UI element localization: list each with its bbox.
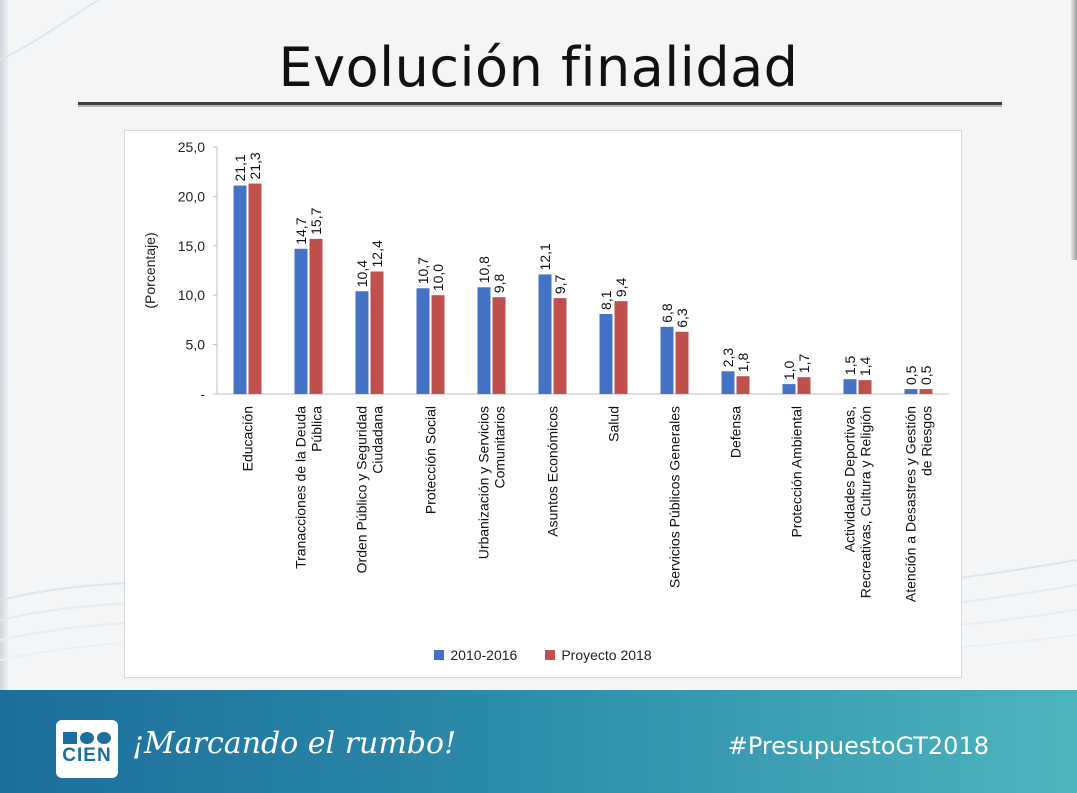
logo-shapes-icon <box>63 732 111 744</box>
bar-value-label: 6,8 <box>659 303 675 323</box>
bar-value-label: 10,8 <box>476 256 492 283</box>
legend-swatch-2010-2016 <box>434 650 445 660</box>
bar-value-label: 2,3 <box>720 348 736 368</box>
category-label: Actividades Deportivas, <box>842 406 858 552</box>
bar-value-label: 0,5 <box>903 365 919 385</box>
category-label: Comunitarios <box>492 406 508 488</box>
bar-2010-2016 <box>233 185 247 394</box>
bar-value-label: 9,4 <box>613 277 629 297</box>
y-tick-label: 25,0 <box>178 139 205 155</box>
category-label: Salud <box>606 406 622 442</box>
logo-text: CIEN <box>62 745 112 766</box>
y-axis-title: (Porcentaje) <box>142 232 158 308</box>
category-label: Asuntos Económicos <box>545 406 561 537</box>
bar-proyecto-2018 <box>675 331 689 394</box>
category-label: Educación <box>240 406 256 471</box>
bar-value-label: 21,1 <box>232 154 248 181</box>
bar-proyecto-2018 <box>248 183 262 394</box>
y-axis: - 5,0 10,0 15,0 20,0 25,0 (Porcentaje) <box>142 139 949 402</box>
bar-2010-2016 <box>599 313 613 394</box>
bar-value-label: 10,7 <box>415 257 431 284</box>
category-label: de Riesgos <box>919 406 935 476</box>
bar-value-label: 12,4 <box>369 240 385 267</box>
bar-value-label: 1,0 <box>781 360 797 380</box>
slide-right-edge <box>1071 0 1077 260</box>
y-tick-label: 5,0 <box>186 337 206 353</box>
bar-proyecto-2018 <box>736 376 750 394</box>
bar-2010-2016 <box>355 291 369 394</box>
bar-chart: - 5,0 10,0 15,0 20,0 25,0 (Porcentaje) 21,1 21,… <box>142 139 949 602</box>
bar-value-label: 10,0 <box>430 264 446 291</box>
y-tick-label: 20,0 <box>178 188 205 204</box>
bar-value-label: 6,3 <box>674 308 690 328</box>
bar-value-label: 9,8 <box>491 274 507 294</box>
title-underline-shadow <box>78 105 1002 107</box>
category-label: Protección Ambiental <box>789 406 805 538</box>
legend-item-2010-2016: 2010-2016 <box>434 647 517 663</box>
footer-bar: CIEN ¡Marcando el rumbo! #PresupuestoGT2… <box>0 690 1077 793</box>
bar-value-label: 14,7 <box>293 217 309 244</box>
bars <box>233 183 933 394</box>
bar-2010-2016 <box>721 371 735 394</box>
chart-panel: - 5,0 10,0 15,0 20,0 25,0 (Porcentaje) 21,1 21,… <box>124 130 962 678</box>
bar-value-label: 1,8 <box>735 353 751 373</box>
bar-value-label: 8,1 <box>598 290 614 310</box>
slide-left-edge <box>0 0 8 690</box>
bar-2010-2016 <box>294 248 308 394</box>
category-label: Tranacciones de la Deuda <box>293 406 309 569</box>
bar-2010-2016 <box>416 288 430 394</box>
cien-logo: CIEN <box>56 720 118 778</box>
bar-proyecto-2018 <box>797 377 811 394</box>
category-labels: Educación Tranacciones de la Deuda Pública… <box>240 406 935 602</box>
bar-proyecto-2018 <box>370 271 384 394</box>
y-tick-label: - <box>200 386 205 402</box>
bar-proyecto-2018 <box>858 380 872 394</box>
footer-slogan: ¡Marcando el rumbo! <box>132 726 457 761</box>
legend-swatch-proyecto-2018 <box>545 650 556 660</box>
bar-value-label: 10,4 <box>354 260 370 287</box>
bar-2010-2016 <box>904 389 918 394</box>
title-underline <box>78 102 1002 105</box>
bar-2010-2016 <box>660 326 674 394</box>
bar-2010-2016 <box>538 274 552 394</box>
y-tick-label: 10,0 <box>178 287 205 303</box>
bar-value-label: 12,1 <box>537 243 553 270</box>
bar-value-label: 15,7 <box>308 207 324 234</box>
bar-proyecto-2018 <box>614 301 628 394</box>
category-label: Orden Público y Seguridad <box>354 406 370 573</box>
bar-2010-2016 <box>843 379 857 394</box>
bar-value-label: 9,7 <box>552 274 568 294</box>
category-label: Atención a Desastres y Gestión <box>903 406 919 602</box>
bar-value-label: 0,5 <box>918 365 934 385</box>
slide-title: Evolución finalidad <box>278 36 799 99</box>
bar-value-label: 1,4 <box>857 356 873 376</box>
footer-hashtag: #PresupuestoGT2018 <box>727 732 989 760</box>
legend-item-proyecto-2018: Proyecto 2018 <box>545 647 652 663</box>
bar-value-label: 1,5 <box>842 356 858 376</box>
category-label: Defensa <box>728 406 744 458</box>
bar-proyecto-2018 <box>492 297 506 394</box>
legend-label-2010-2016: 2010-2016 <box>450 647 518 663</box>
legend-label-proyecto-2018: Proyecto 2018 <box>561 647 652 663</box>
bar-proyecto-2018 <box>309 238 323 394</box>
bar-value-label: 21,3 <box>247 152 263 179</box>
category-label: Servicios Públicos Generales <box>667 406 683 588</box>
category-label: Urbanización y Servicios <box>476 406 492 559</box>
category-label: Recreativas, Cultura y Religión <box>858 406 874 598</box>
category-label: Pública <box>309 406 325 452</box>
bar-value-label: 1,7 <box>796 354 812 374</box>
bar-proyecto-2018 <box>431 295 445 394</box>
data-labels: 21,1 21,3 14,7 15,7 10,412,4 10,7 10,0 10,89,8 1… <box>232 152 934 385</box>
y-tick-label: 15,0 <box>178 238 205 254</box>
category-label: Protección Social <box>423 406 439 514</box>
bar-2010-2016 <box>782 384 796 394</box>
bar-2010-2016 <box>477 287 491 394</box>
bar-proyecto-2018 <box>919 389 933 394</box>
chart-legend: 2010-2016 Proyecto 2018 <box>125 647 961 663</box>
bar-proyecto-2018 <box>553 298 567 394</box>
category-label: Ciudadana <box>370 406 386 474</box>
